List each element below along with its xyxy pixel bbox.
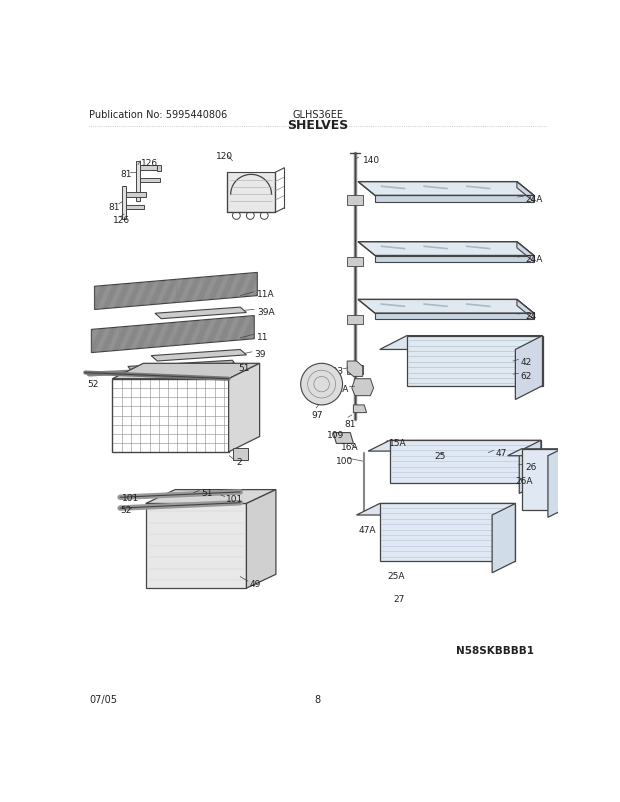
Text: 126: 126	[113, 216, 130, 225]
Polygon shape	[358, 242, 534, 256]
Polygon shape	[520, 441, 541, 494]
Text: 39: 39	[254, 350, 266, 359]
Text: 25: 25	[434, 452, 445, 460]
Polygon shape	[368, 441, 541, 452]
Polygon shape	[146, 490, 276, 504]
Polygon shape	[375, 314, 534, 320]
Text: 81: 81	[108, 202, 120, 212]
Text: 11: 11	[257, 332, 269, 342]
Text: 47: 47	[496, 448, 507, 457]
Text: N58SKBBBB1: N58SKBBBB1	[456, 646, 534, 655]
Polygon shape	[92, 316, 254, 353]
Polygon shape	[515, 336, 542, 400]
Polygon shape	[548, 449, 562, 517]
Polygon shape	[151, 350, 247, 362]
Text: 15A: 15A	[389, 439, 407, 448]
Polygon shape	[136, 162, 140, 201]
Polygon shape	[334, 433, 353, 444]
Text: 27: 27	[394, 594, 405, 604]
Polygon shape	[347, 315, 363, 325]
Polygon shape	[347, 257, 363, 267]
Text: 49: 49	[249, 579, 261, 588]
Text: 81: 81	[344, 419, 356, 428]
Polygon shape	[352, 379, 373, 396]
Polygon shape	[94, 273, 257, 310]
Polygon shape	[157, 165, 161, 172]
Polygon shape	[375, 196, 534, 202]
Polygon shape	[140, 179, 161, 183]
Polygon shape	[123, 187, 126, 219]
Polygon shape	[229, 364, 260, 452]
Text: 101: 101	[122, 493, 139, 502]
Text: 11A: 11A	[257, 290, 275, 299]
Text: 97: 97	[312, 410, 323, 419]
Text: 51: 51	[202, 488, 213, 497]
Polygon shape	[517, 300, 534, 320]
Text: 8: 8	[315, 694, 321, 704]
Text: 101: 101	[226, 495, 244, 504]
Polygon shape	[232, 448, 248, 460]
Text: 120: 120	[216, 152, 233, 160]
Polygon shape	[517, 242, 534, 262]
Text: 16A: 16A	[341, 443, 358, 452]
Polygon shape	[128, 361, 236, 371]
Polygon shape	[347, 362, 363, 377]
Text: GLHS36EE: GLHS36EE	[292, 110, 343, 120]
Polygon shape	[521, 449, 562, 511]
Text: 109: 109	[327, 431, 344, 439]
Polygon shape	[353, 405, 366, 413]
Text: 26: 26	[526, 462, 537, 472]
Polygon shape	[492, 504, 515, 573]
Polygon shape	[375, 256, 534, 262]
Text: 126: 126	[141, 160, 158, 168]
Text: SHELVES: SHELVES	[287, 119, 348, 132]
Polygon shape	[347, 366, 363, 375]
Text: 62: 62	[521, 371, 532, 380]
Polygon shape	[356, 504, 515, 516]
Polygon shape	[390, 441, 541, 483]
Polygon shape	[247, 490, 276, 589]
Text: 42A: 42A	[332, 385, 349, 394]
Polygon shape	[347, 196, 363, 205]
Polygon shape	[379, 336, 542, 350]
Text: 25A: 25A	[388, 572, 405, 581]
Text: 24: 24	[526, 311, 537, 321]
Polygon shape	[112, 364, 260, 379]
Polygon shape	[517, 182, 534, 202]
Polygon shape	[227, 173, 275, 213]
Text: 2: 2	[236, 458, 242, 467]
Text: 24A: 24A	[526, 195, 543, 204]
Polygon shape	[126, 193, 146, 198]
Polygon shape	[508, 449, 562, 456]
Text: 52: 52	[87, 379, 98, 388]
Circle shape	[301, 364, 342, 405]
Text: 51: 51	[239, 364, 250, 373]
Text: 140: 140	[363, 156, 380, 165]
Text: 42: 42	[521, 358, 532, 367]
Text: 39A: 39A	[257, 308, 275, 317]
Text: 26A: 26A	[515, 476, 533, 485]
Text: 24A: 24A	[526, 255, 543, 264]
Text: 100: 100	[335, 456, 353, 465]
Polygon shape	[146, 504, 247, 589]
Polygon shape	[407, 336, 542, 387]
Text: 123: 123	[327, 367, 344, 376]
Text: 52: 52	[120, 505, 131, 514]
Polygon shape	[358, 300, 534, 314]
Text: 47A: 47A	[359, 525, 376, 534]
Polygon shape	[140, 166, 157, 171]
Polygon shape	[379, 504, 515, 561]
Text: 81: 81	[120, 170, 131, 179]
Polygon shape	[155, 308, 247, 319]
Polygon shape	[126, 205, 144, 210]
Text: Publication No: 5995440806: Publication No: 5995440806	[89, 110, 228, 120]
Polygon shape	[358, 182, 534, 196]
Text: 07/05: 07/05	[89, 694, 117, 704]
